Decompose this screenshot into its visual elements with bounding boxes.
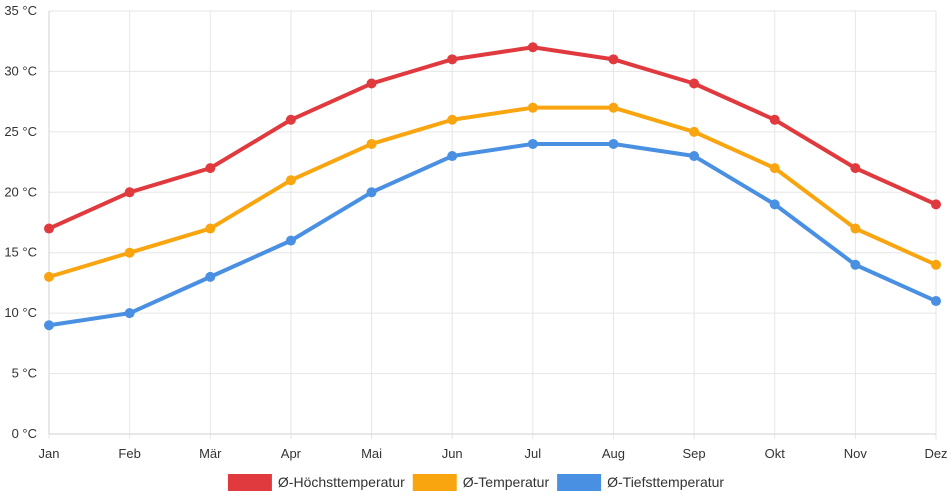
data-point[interactable] (931, 296, 941, 307)
x-tick-label: Apr (281, 446, 302, 461)
series-line (47, 105, 938, 279)
data-point[interactable] (366, 187, 377, 198)
data-point[interactable] (285, 175, 296, 186)
data-point[interactable] (850, 223, 861, 234)
data-point[interactable] (527, 138, 538, 149)
data-point[interactable] (447, 114, 458, 125)
data-point[interactable] (527, 42, 538, 53)
x-tick-label: Okt (765, 446, 786, 461)
series-1 (44, 102, 941, 282)
data-point[interactable] (608, 102, 619, 113)
legend-item[interactable]: Ø-Tiefsttemperatur (557, 474, 724, 491)
legend-swatch (557, 474, 602, 491)
data-point[interactable] (608, 138, 619, 149)
data-point[interactable] (366, 138, 377, 149)
y-tick-label: 15 °C (4, 245, 37, 260)
y-tick-label: 25 °C (4, 124, 37, 139)
data-point[interactable] (447, 151, 458, 162)
data-point[interactable] (689, 151, 700, 162)
data-point[interactable] (44, 223, 54, 234)
legend-swatch (227, 474, 272, 491)
data-point[interactable] (769, 163, 780, 174)
data-point[interactable] (850, 259, 861, 270)
x-tick-label: Jan (39, 446, 60, 461)
series-line (47, 141, 938, 328)
data-point[interactable] (769, 114, 780, 125)
series (44, 42, 941, 331)
x-axis-ticks: Jan Feb Mär Apr Mai Jun Jul Aug Sep Okt Nov Dez (39, 446, 948, 461)
data-point[interactable] (124, 308, 135, 319)
data-point[interactable] (689, 126, 700, 137)
x-tick-label: Aug (602, 446, 625, 461)
data-point[interactable] (608, 54, 619, 65)
y-tick-label: 0 °C (12, 426, 37, 441)
data-point[interactable] (447, 54, 458, 65)
grid (48, 10, 937, 439)
data-point[interactable] (850, 163, 861, 174)
data-point[interactable] (44, 271, 54, 282)
x-tick-label: Dez (924, 446, 947, 461)
series-2 (44, 138, 941, 331)
series-line (47, 45, 938, 231)
x-tick-label: Feb (118, 446, 140, 461)
legend-swatch (412, 474, 457, 491)
data-point[interactable] (366, 78, 377, 89)
data-point[interactable] (124, 187, 135, 198)
x-tick-label: Jun (442, 446, 463, 461)
legend: Ø-Höchsttemperatur Ø-Temperatur Ø-Tiefstte… (227, 474, 724, 491)
x-tick-label: Jul (525, 446, 542, 461)
data-point[interactable] (44, 320, 54, 331)
series-0 (44, 42, 941, 234)
y-tick-label: 5 °C (12, 366, 37, 381)
x-tick-label: Mai (361, 446, 382, 461)
legend-item[interactable]: Ø-Temperatur (412, 474, 550, 491)
data-point[interactable] (931, 259, 941, 270)
data-point[interactable] (931, 199, 941, 210)
x-tick-label: Nov (844, 446, 868, 461)
x-tick-label: Mär (199, 446, 222, 461)
data-point[interactable] (205, 223, 216, 234)
legend-item[interactable]: Ø-Höchsttemperatur (227, 474, 405, 491)
data-point[interactable] (769, 199, 780, 210)
legend-label: Ø-Höchsttemperatur (278, 474, 405, 490)
y-tick-label: 30 °C (4, 63, 37, 78)
data-point[interactable] (527, 102, 538, 113)
y-axis-ticks: 0 °C 5 °C 10 °C 15 °C 20 °C 25 °C 30 °C 35 °C (4, 3, 37, 441)
legend-label: Ø-Tiefsttemperatur (607, 474, 724, 490)
legend-label: Ø-Temperatur (463, 474, 550, 490)
y-tick-label: 35 °C (4, 3, 37, 18)
data-point[interactable] (689, 78, 700, 89)
data-point[interactable] (285, 114, 296, 125)
data-point[interactable] (205, 271, 216, 282)
data-point[interactable] (285, 235, 296, 246)
y-tick-label: 20 °C (4, 184, 37, 199)
y-tick-label: 10 °C (4, 305, 37, 320)
data-point[interactable] (205, 163, 216, 174)
x-tick-label: Sep (683, 446, 706, 461)
data-point[interactable] (124, 247, 135, 258)
